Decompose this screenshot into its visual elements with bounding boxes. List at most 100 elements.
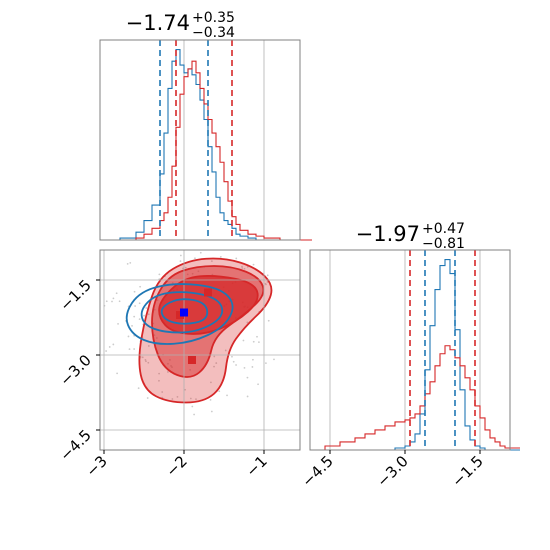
scatter-point [146, 397, 149, 399]
scatter-point [215, 362, 218, 364]
axes-frame [309, 249, 511, 451]
red-contours [138, 257, 273, 404]
scatter-point [266, 274, 269, 277]
scatter-point [232, 360, 235, 363]
scatter-point [193, 413, 195, 416]
title-minus: −0.34 [192, 25, 235, 41]
blue-contour-outer [125, 283, 234, 345]
scatter-point [147, 361, 150, 364]
red-histogram [324, 345, 520, 450]
scatter-point [242, 339, 245, 342]
scatter-point [158, 278, 161, 280]
scatter-point [147, 345, 150, 347]
scatter-point [241, 267, 244, 269]
scatter-point [141, 356, 144, 359]
scatter-point [108, 346, 111, 348]
scatter-point [176, 395, 179, 398]
title-plus: +0.47 [422, 221, 465, 237]
scatter-point [266, 281, 269, 283]
blue-contour-inner [160, 298, 209, 325]
scatter-point [231, 355, 233, 358]
scatter-point [251, 366, 254, 368]
title-minus: −0.81 [422, 236, 465, 252]
scatter-point [134, 305, 137, 307]
x-tick-label: −3.0 [373, 452, 411, 490]
scatter-point [179, 260, 182, 263]
scatter-point [246, 321, 249, 324]
red-marker [204, 288, 212, 297]
blue-marker [180, 308, 188, 317]
scatter-point [139, 285, 142, 288]
scatter-point [265, 362, 267, 365]
scatter-point [265, 283, 267, 286]
scatter-point [111, 300, 113, 303]
y-ticks: −1.5 −3.0 −4.5 [56, 276, 100, 465]
scatter-point [133, 315, 136, 318]
scatter-point [158, 379, 160, 382]
scatter-point [171, 398, 174, 400]
scatter-point [252, 358, 254, 361]
scatter-point [129, 262, 132, 264]
scatter-point [189, 397, 192, 400]
scatter-point [143, 314, 145, 317]
scatter-point [252, 263, 255, 266]
scatter-point [246, 395, 249, 398]
quantile-lines [159, 40, 233, 240]
x-tick-label: −1 [242, 452, 270, 480]
scatter-point [210, 260, 213, 262]
scatter-point [126, 262, 129, 265]
scatter-point [147, 313, 150, 316]
scatter-point [210, 381, 212, 384]
title-value: −1.97 [356, 222, 420, 246]
scatter-point [241, 265, 243, 268]
scatter-point [257, 383, 259, 386]
scatter-point [112, 297, 115, 300]
scatter-point [166, 371, 169, 373]
y-tick-label: −1.5 [56, 276, 94, 314]
scatter-point [218, 390, 221, 393]
scatter-point [112, 343, 115, 346]
scatter-point [105, 350, 108, 352]
scatter-point [213, 355, 216, 358]
scatter-point [144, 358, 147, 361]
red-histogram [104, 60, 312, 241]
scatter-point [243, 366, 246, 369]
y-tick-label: −3.0 [56, 351, 94, 389]
scatter-point [116, 372, 119, 375]
scatter-point [128, 348, 131, 350]
scatter-point [182, 267, 184, 270]
scatter-point [267, 319, 270, 322]
quantile-lines [409, 250, 476, 450]
blue-contours [125, 283, 234, 345]
scatter-point [224, 349, 227, 352]
scatter-point [235, 364, 237, 366]
scatter-point [246, 376, 249, 379]
scatter-point [256, 335, 258, 338]
scatter-point [131, 324, 133, 327]
title-value: −1.74 [126, 11, 190, 35]
scatter-point [195, 398, 197, 401]
axes-frame [99, 249, 301, 451]
scatter-point [161, 391, 164, 393]
markers [176, 288, 212, 364]
title-plus: +0.35 [192, 10, 235, 26]
scatter-point [199, 251, 202, 254]
scatter-point [158, 372, 160, 375]
scatter-point [191, 405, 194, 408]
scatter-point [219, 255, 222, 258]
scatter-point [235, 257, 238, 260]
joint-contour-panel: −3 −2 −1 −1.5 −3.0 −4.5 [56, 249, 301, 480]
scatter-point [127, 335, 130, 338]
scatter-point [105, 300, 108, 303]
blue-contour-middle [140, 291, 224, 334]
scatter-point [158, 273, 161, 276]
scatter-point [145, 307, 148, 309]
blue-histogram [325, 258, 520, 451]
x-ticks: −3 −2 −1 [82, 450, 271, 480]
scatter-point [133, 290, 136, 293]
scatter-point [184, 266, 187, 269]
scatter-point [258, 341, 260, 344]
x-tick-label: −4.5 [298, 452, 336, 490]
x-tick-label: −1.5 [448, 452, 486, 490]
